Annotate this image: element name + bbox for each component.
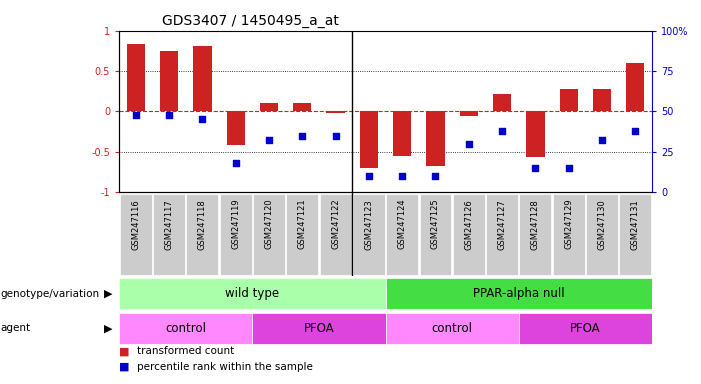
Bar xyxy=(193,46,212,111)
Bar xyxy=(426,111,444,166)
Text: GSM247126: GSM247126 xyxy=(464,199,473,250)
Text: transformed count: transformed count xyxy=(137,346,234,356)
Text: GSM247119: GSM247119 xyxy=(231,199,240,249)
Text: GSM247120: GSM247120 xyxy=(264,199,273,249)
Point xyxy=(163,111,175,118)
Point xyxy=(463,141,475,147)
Bar xyxy=(360,111,378,168)
Point xyxy=(230,160,241,166)
Point xyxy=(496,127,508,134)
FancyBboxPatch shape xyxy=(353,194,385,275)
Bar xyxy=(327,111,345,113)
Text: ■: ■ xyxy=(119,362,130,372)
FancyBboxPatch shape xyxy=(153,194,185,275)
Point xyxy=(363,173,374,179)
Point xyxy=(264,137,275,144)
Text: GSM247116: GSM247116 xyxy=(131,199,140,250)
Text: control: control xyxy=(432,322,472,335)
Bar xyxy=(127,44,145,111)
Point xyxy=(597,137,608,144)
Text: PFOA: PFOA xyxy=(304,322,334,335)
FancyBboxPatch shape xyxy=(386,278,652,310)
Text: PPAR-alpha null: PPAR-alpha null xyxy=(473,287,564,300)
Text: GSM247125: GSM247125 xyxy=(431,199,440,249)
FancyBboxPatch shape xyxy=(252,313,386,344)
Text: ■: ■ xyxy=(119,346,130,356)
Text: GSM247128: GSM247128 xyxy=(531,199,540,250)
FancyBboxPatch shape xyxy=(119,278,386,310)
Text: genotype/variation: genotype/variation xyxy=(1,289,100,299)
Text: percentile rank within the sample: percentile rank within the sample xyxy=(137,362,313,372)
Bar xyxy=(626,63,644,111)
FancyBboxPatch shape xyxy=(619,194,651,275)
Point xyxy=(563,165,574,171)
FancyBboxPatch shape xyxy=(586,194,618,275)
Point xyxy=(629,127,641,134)
FancyBboxPatch shape xyxy=(552,194,585,275)
Text: GSM247122: GSM247122 xyxy=(331,199,340,249)
Point xyxy=(397,173,408,179)
Point xyxy=(130,111,142,118)
Text: control: control xyxy=(165,322,206,335)
Bar xyxy=(260,103,278,111)
Text: GSM247129: GSM247129 xyxy=(564,199,573,249)
FancyBboxPatch shape xyxy=(453,194,485,275)
FancyBboxPatch shape xyxy=(219,194,252,275)
Point xyxy=(197,116,208,122)
Text: GSM247117: GSM247117 xyxy=(165,199,174,250)
Text: GSM247118: GSM247118 xyxy=(198,199,207,250)
FancyBboxPatch shape xyxy=(486,194,518,275)
FancyBboxPatch shape xyxy=(419,194,451,275)
Point xyxy=(297,132,308,139)
Bar xyxy=(559,89,578,111)
FancyBboxPatch shape xyxy=(386,194,418,275)
FancyBboxPatch shape xyxy=(519,194,552,275)
Point xyxy=(530,165,541,171)
Point xyxy=(430,173,441,179)
FancyBboxPatch shape xyxy=(286,194,318,275)
Text: PFOA: PFOA xyxy=(570,322,601,335)
FancyBboxPatch shape xyxy=(186,194,219,275)
Point xyxy=(330,132,341,139)
Bar xyxy=(226,111,245,145)
Bar xyxy=(393,111,411,156)
FancyBboxPatch shape xyxy=(386,313,519,344)
FancyBboxPatch shape xyxy=(519,313,652,344)
FancyBboxPatch shape xyxy=(320,194,352,275)
Bar xyxy=(293,103,311,111)
Bar xyxy=(593,89,611,111)
Text: GSM247123: GSM247123 xyxy=(365,199,374,250)
Text: agent: agent xyxy=(1,323,31,333)
Text: GDS3407 / 1450495_a_at: GDS3407 / 1450495_a_at xyxy=(162,14,339,28)
Bar xyxy=(460,111,478,116)
FancyBboxPatch shape xyxy=(119,313,252,344)
Bar xyxy=(493,94,511,111)
Bar xyxy=(526,111,545,157)
Text: GSM247124: GSM247124 xyxy=(397,199,407,249)
Text: GSM247121: GSM247121 xyxy=(298,199,307,249)
FancyBboxPatch shape xyxy=(120,194,152,275)
Text: ▶: ▶ xyxy=(104,323,113,333)
Text: GSM247131: GSM247131 xyxy=(631,199,640,250)
Text: wild type: wild type xyxy=(225,287,280,300)
Text: GSM247127: GSM247127 xyxy=(498,199,507,250)
FancyBboxPatch shape xyxy=(253,194,285,275)
Text: GSM247130: GSM247130 xyxy=(597,199,606,250)
Text: ▶: ▶ xyxy=(104,289,113,299)
Bar xyxy=(160,51,178,111)
